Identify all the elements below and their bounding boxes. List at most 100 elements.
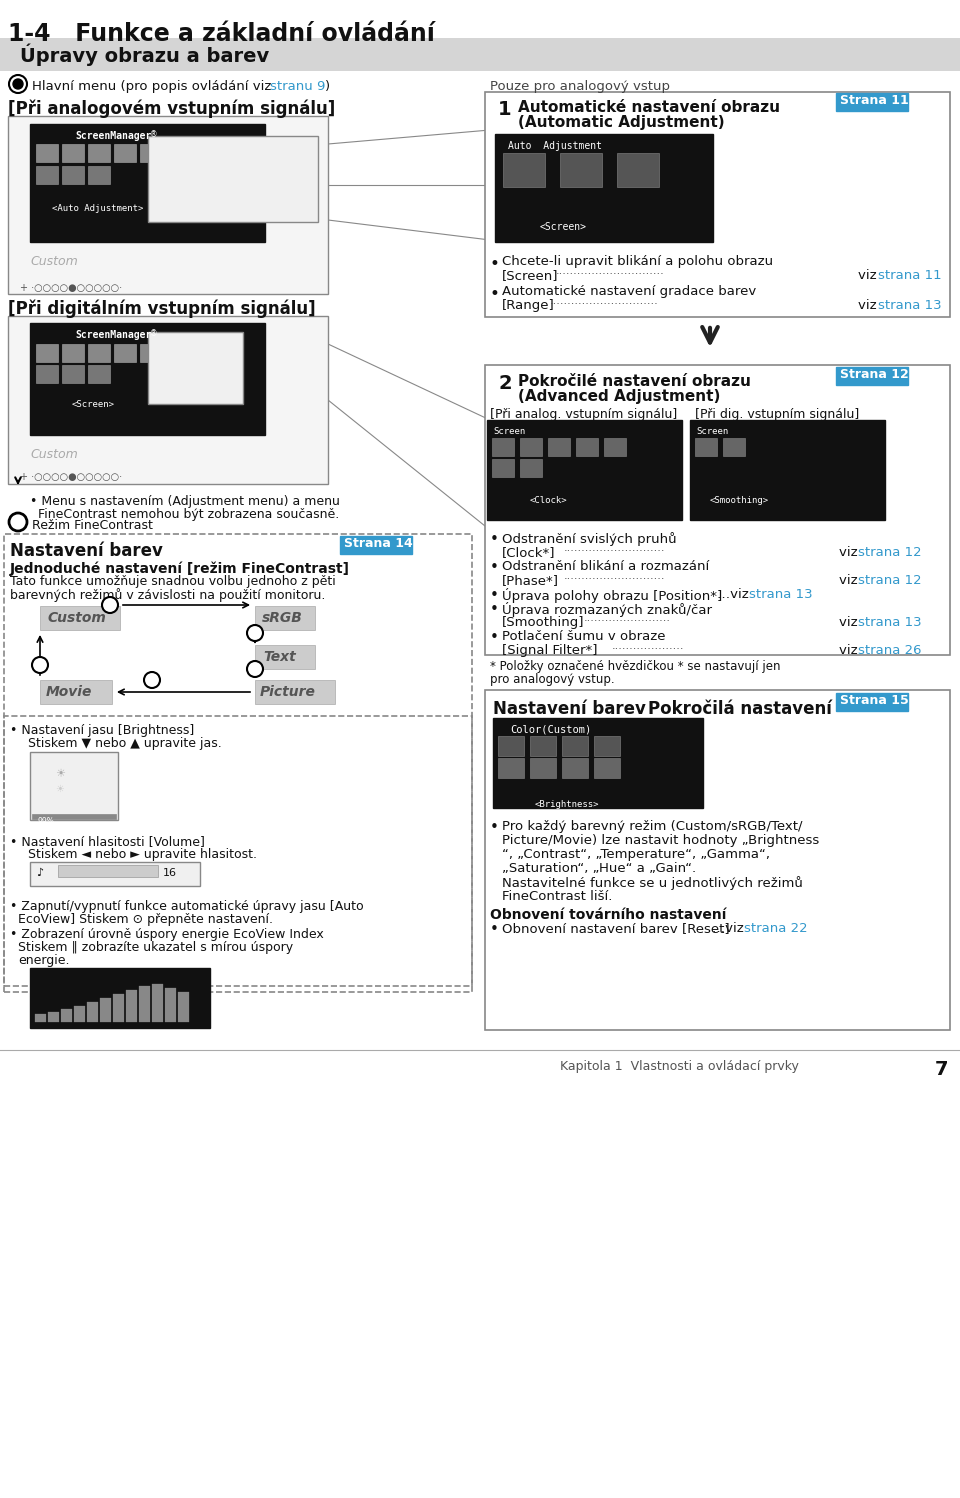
- Text: <Smoothing>: <Smoothing>: [710, 496, 769, 505]
- Text: •: •: [490, 560, 499, 575]
- Text: • Nastavení jasu [Brightness]: • Nastavení jasu [Brightness]: [10, 724, 194, 737]
- Text: strana 26: strana 26: [858, 644, 922, 658]
- Text: „Saturation“, „Hue“ a „Gain“.: „Saturation“, „Hue“ a „Gain“.: [502, 861, 696, 875]
- Text: Text: Text: [263, 650, 296, 664]
- Bar: [520, 458, 542, 476]
- Text: Tato funkce umožňuje snadnou volbu jednoho z pěti: Tato funkce umožňuje snadnou volbu jedno…: [10, 575, 336, 589]
- Text: Obnovení továrního nastavení: Obnovení továrního nastavení: [490, 908, 727, 921]
- Text: Potlačení šumu v obraze: Potlačení šumu v obraze: [502, 631, 665, 643]
- Text: M: M: [251, 628, 260, 638]
- Text: 99%: 99%: [38, 816, 55, 825]
- Bar: [140, 345, 162, 363]
- Text: strana 12: strana 12: [858, 574, 922, 587]
- Text: Úpravy obrazu a barev: Úpravy obrazu a barev: [20, 43, 269, 66]
- Text: [Signal Filter*]: [Signal Filter*]: [502, 644, 597, 658]
- Text: strana 13: strana 13: [858, 616, 922, 629]
- Text: ····························: ····························: [564, 574, 665, 584]
- Text: Color(Custom): Color(Custom): [510, 725, 591, 736]
- Bar: [30, 861, 200, 885]
- Text: …viz: …viz: [717, 589, 753, 601]
- Bar: [88, 366, 110, 383]
- Bar: [498, 736, 524, 756]
- Text: ScreenManager: ScreenManager: [75, 130, 152, 141]
- Bar: [8, 316, 328, 484]
- Bar: [487, 419, 682, 520]
- Text: <Auto Adjustment>: <Auto Adjustment>: [52, 204, 143, 213]
- Text: 7: 7: [934, 1061, 948, 1079]
- Text: Kapitola 1  Vlastnosti a ovládací prvky: Kapitola 1 Vlastnosti a ovládací prvky: [560, 1061, 799, 1073]
- Text: barevných režimů v závislosti na použití monitoru.: barevných režimů v závislosti na použití…: [10, 589, 325, 602]
- Text: [Phase*]: [Phase*]: [502, 574, 559, 587]
- Text: strana 12: strana 12: [858, 545, 922, 559]
- Text: Automatické nastavení gradace barev: Automatické nastavení gradace barev: [502, 285, 756, 298]
- Bar: [530, 736, 556, 756]
- Text: 1: 1: [498, 100, 512, 118]
- Bar: [690, 419, 885, 520]
- Text: M: M: [106, 601, 115, 610]
- Circle shape: [9, 75, 27, 93]
- Bar: [836, 93, 908, 111]
- Text: Custom: Custom: [30, 448, 78, 461]
- Bar: [62, 366, 84, 383]
- Text: strana 22: strana 22: [744, 921, 807, 935]
- Text: [Při analog. vstupním signálu]: [Při analog. vstupním signálu]: [490, 407, 677, 421]
- Text: Picture/Movie) lze nastavit hodnoty „Brightness: Picture/Movie) lze nastavit hodnoty „Bri…: [502, 834, 819, 846]
- Text: Strana 14: Strana 14: [344, 536, 413, 550]
- Bar: [548, 437, 570, 455]
- Text: • Zobrazení úrovně úspory energie EcoView Index: • Zobrazení úrovně úspory energie EcoVie…: [10, 927, 324, 941]
- Text: Custom: Custom: [48, 611, 107, 625]
- Text: • Nastavení hlasitosti [Volume]: • Nastavení hlasitosti [Volume]: [10, 834, 204, 848]
- Text: ♪: ♪: [36, 867, 43, 878]
- Text: …viz: …viz: [712, 921, 748, 935]
- Text: Automatické nastavení obrazu: Automatické nastavení obrazu: [518, 100, 780, 115]
- Text: + ·○○○○●○○○○○·: + ·○○○○●○○○○○·: [20, 472, 122, 482]
- Text: energie.: energie.: [18, 954, 69, 968]
- Bar: [40, 680, 112, 704]
- Text: •: •: [490, 602, 499, 617]
- Bar: [148, 136, 318, 222]
- Bar: [32, 813, 116, 819]
- Text: viz: viz: [839, 574, 862, 587]
- Bar: [695, 437, 717, 455]
- Circle shape: [13, 79, 23, 88]
- Text: •: •: [490, 819, 499, 834]
- Bar: [152, 984, 163, 1022]
- Bar: [30, 752, 118, 819]
- Text: ®: ®: [150, 130, 157, 139]
- Bar: [723, 437, 745, 455]
- Text: ☀: ☀: [55, 783, 63, 794]
- Bar: [36, 345, 58, 363]
- Text: M: M: [251, 664, 260, 674]
- Bar: [485, 691, 950, 1031]
- Text: ····························: ····························: [564, 545, 665, 556]
- Bar: [576, 437, 598, 455]
- Bar: [88, 144, 110, 162]
- Bar: [255, 646, 315, 670]
- Text: Picture: Picture: [260, 685, 316, 700]
- Bar: [836, 694, 908, 712]
- Bar: [30, 968, 210, 1028]
- Text: Obnovení nastavení barev [Reset]: Obnovení nastavení barev [Reset]: [502, 921, 730, 935]
- Bar: [35, 1014, 46, 1022]
- Text: 2: 2: [498, 374, 512, 392]
- Text: •: •: [490, 532, 499, 547]
- Text: Nastavení barev: Nastavení barev: [10, 542, 163, 560]
- Bar: [8, 115, 328, 294]
- Text: viz: viz: [839, 545, 862, 559]
- Bar: [4, 716, 472, 986]
- Bar: [114, 345, 136, 363]
- Bar: [62, 144, 84, 162]
- Text: M: M: [36, 661, 45, 670]
- Bar: [36, 144, 58, 162]
- Text: Režim FineContrast: Režim FineContrast: [32, 518, 153, 532]
- Text: •: •: [490, 921, 499, 938]
- Text: Screen: Screen: [493, 427, 525, 436]
- Bar: [61, 1010, 72, 1022]
- Text: Stiskem ▼ nebo ▲ upravite jas.: Stiskem ▼ nebo ▲ upravite jas.: [28, 737, 222, 750]
- Bar: [520, 437, 542, 455]
- Text: ······························: ······························: [550, 300, 659, 309]
- Text: ☀: ☀: [55, 768, 65, 779]
- Bar: [114, 144, 136, 162]
- Text: • Menu s nastavením (Adjustment menu) a menu: • Menu s nastavením (Adjustment menu) a …: [30, 494, 340, 508]
- Text: strana 13: strana 13: [749, 589, 812, 601]
